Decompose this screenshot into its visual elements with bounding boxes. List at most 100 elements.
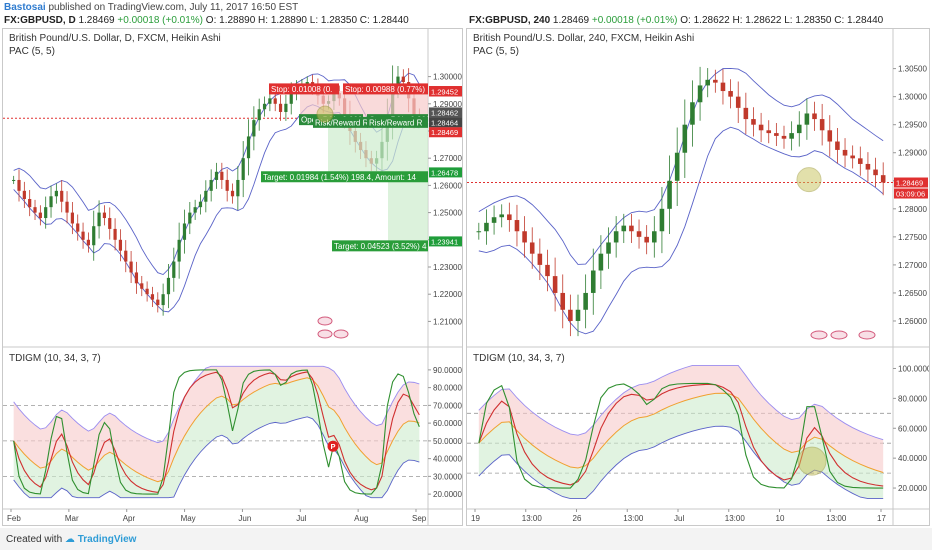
candle-body <box>621 225 627 232</box>
candle-body <box>629 225 634 232</box>
price-tag-label: 1.29452 <box>431 88 458 97</box>
candle-body <box>81 231 85 240</box>
right-ohlc: O: 1.28622 H: 1.28622 L: 1.28350 C: 1.28… <box>680 15 884 26</box>
middle-band-line <box>13 377 420 483</box>
candle-body <box>220 171 224 180</box>
pac-upper-line <box>478 67 884 265</box>
author-link[interactable]: Bastosai <box>4 2 46 13</box>
publish-info: published on TradingView.com, July 11, 2… <box>48 2 299 13</box>
left-chart-svg[interactable]: 1.300001.290001.280001.270001.260001.250… <box>3 29 462 525</box>
candle-body <box>241 158 245 180</box>
candle-body <box>76 223 80 232</box>
candle-body <box>590 270 596 293</box>
event-bubble-icon <box>858 330 876 340</box>
candle-body <box>12 179 16 181</box>
price-tag-label: 1.28462 <box>431 108 458 117</box>
candle-body <box>246 136 251 159</box>
risk-reward-label-1: Risk/Reward R <box>315 118 369 127</box>
candle-body <box>667 180 672 209</box>
price-tag-bg <box>894 188 928 199</box>
candle-body <box>865 163 871 170</box>
candle-body <box>38 212 42 219</box>
stop-label-2: Stop: 0.00988 (0.77%) <box>345 85 425 94</box>
stop-label-2-bg <box>343 83 428 95</box>
candle-body <box>652 231 657 243</box>
p-marker-label: P <box>331 442 336 451</box>
candle-body <box>97 212 101 227</box>
candle-body <box>720 82 726 92</box>
risk-reward-label-1-bg <box>313 116 368 128</box>
pac-lower-line <box>478 126 884 335</box>
candle-body <box>507 214 512 221</box>
right-symbol: FX:GBPUSD, 240 <box>469 15 551 26</box>
time-tick-label: Jun <box>238 514 251 523</box>
target-label-2: Target: 0.04523 (3.52%) 4 <box>334 242 427 251</box>
candle-body <box>789 133 794 139</box>
candle-body <box>92 226 96 246</box>
candle-body <box>728 91 733 97</box>
candle-body <box>484 222 489 232</box>
left-pac-label: PAC (5, 5) <box>9 46 55 57</box>
candle-body <box>796 124 802 134</box>
price-tag-label: 1.28469 <box>431 128 458 137</box>
time-tick-label: 17 <box>877 514 886 523</box>
right-chart-panel[interactable]: 1.305001.300001.295001.290001.285001.280… <box>466 28 932 526</box>
indicator-highlight-circle-icon <box>797 446 827 476</box>
candle-body <box>188 212 192 224</box>
candle-body <box>819 119 825 131</box>
candle-body <box>529 242 535 254</box>
stop-label-1: Stop: 0.01008 (0. <box>271 85 332 94</box>
created-with-label: Created with <box>6 534 63 545</box>
price-tag-bg <box>429 117 462 128</box>
price-tick-label: 1.26500 <box>898 289 927 298</box>
candle-body <box>568 309 573 321</box>
candle-body <box>682 124 688 153</box>
risk-reward-label-2-bg <box>367 116 428 128</box>
price-tick-label: 1.30000 <box>898 93 927 102</box>
candle-body <box>230 190 235 197</box>
candle-body <box>172 261 176 278</box>
footer-bar: Created with ☁ TradingView <box>0 528 932 550</box>
right-indicator-label: TDIGM (10, 34, 3, 7) <box>473 353 565 364</box>
candle-body <box>102 212 107 219</box>
right-chart-svg[interactable]: 1.305001.300001.295001.290001.285001.280… <box>467 29 932 525</box>
middle-band-line <box>478 392 884 474</box>
time-tick-label: Jul <box>296 514 306 523</box>
candle-body <box>858 158 863 164</box>
candle-body <box>257 109 261 121</box>
price-tag-bg <box>894 177 928 188</box>
candle-body <box>225 179 229 191</box>
price-tag-bg <box>429 236 462 247</box>
price-tag-label: 1.23941 <box>431 237 458 246</box>
candle-body <box>54 190 58 197</box>
signal-line <box>478 383 884 487</box>
price-tick-label: 1.26000 <box>433 181 462 190</box>
lower-band-fill <box>13 377 420 498</box>
candle-body <box>713 79 718 83</box>
indicator-tick-label: 20.0000 <box>433 490 462 499</box>
candle-body <box>44 207 48 219</box>
left-chart-panel[interactable]: 1.300001.290001.280001.270001.260001.250… <box>2 28 463 526</box>
time-tick-label: Feb <box>7 514 21 523</box>
candle-body <box>537 253 543 265</box>
price-tick-label: 1.29500 <box>898 121 927 130</box>
candle-body <box>236 179 240 197</box>
candle-body <box>835 141 840 150</box>
candle-body <box>113 228 117 240</box>
indicator-tick-label: 40.0000 <box>898 454 927 463</box>
candle-body <box>827 130 833 142</box>
candle-body <box>514 220 520 232</box>
candle-body <box>134 272 139 284</box>
target-zone-box-2 <box>388 172 428 242</box>
candle-body <box>278 103 283 112</box>
candle-body <box>156 299 160 306</box>
left-indicator-label: TDIGM (10, 34, 3, 7) <box>9 353 101 364</box>
time-tick-label: Jul <box>674 514 684 523</box>
candle-body <box>751 119 756 125</box>
event-bubble-icon <box>317 329 333 339</box>
indicator-tick-label: 100.0000 <box>898 364 929 373</box>
time-tick-label: 13:00 <box>826 514 847 523</box>
tradingview-logo[interactable]: TradingView <box>77 534 137 545</box>
upper-band-fill <box>13 366 420 482</box>
event-bubble-icon <box>810 330 828 340</box>
